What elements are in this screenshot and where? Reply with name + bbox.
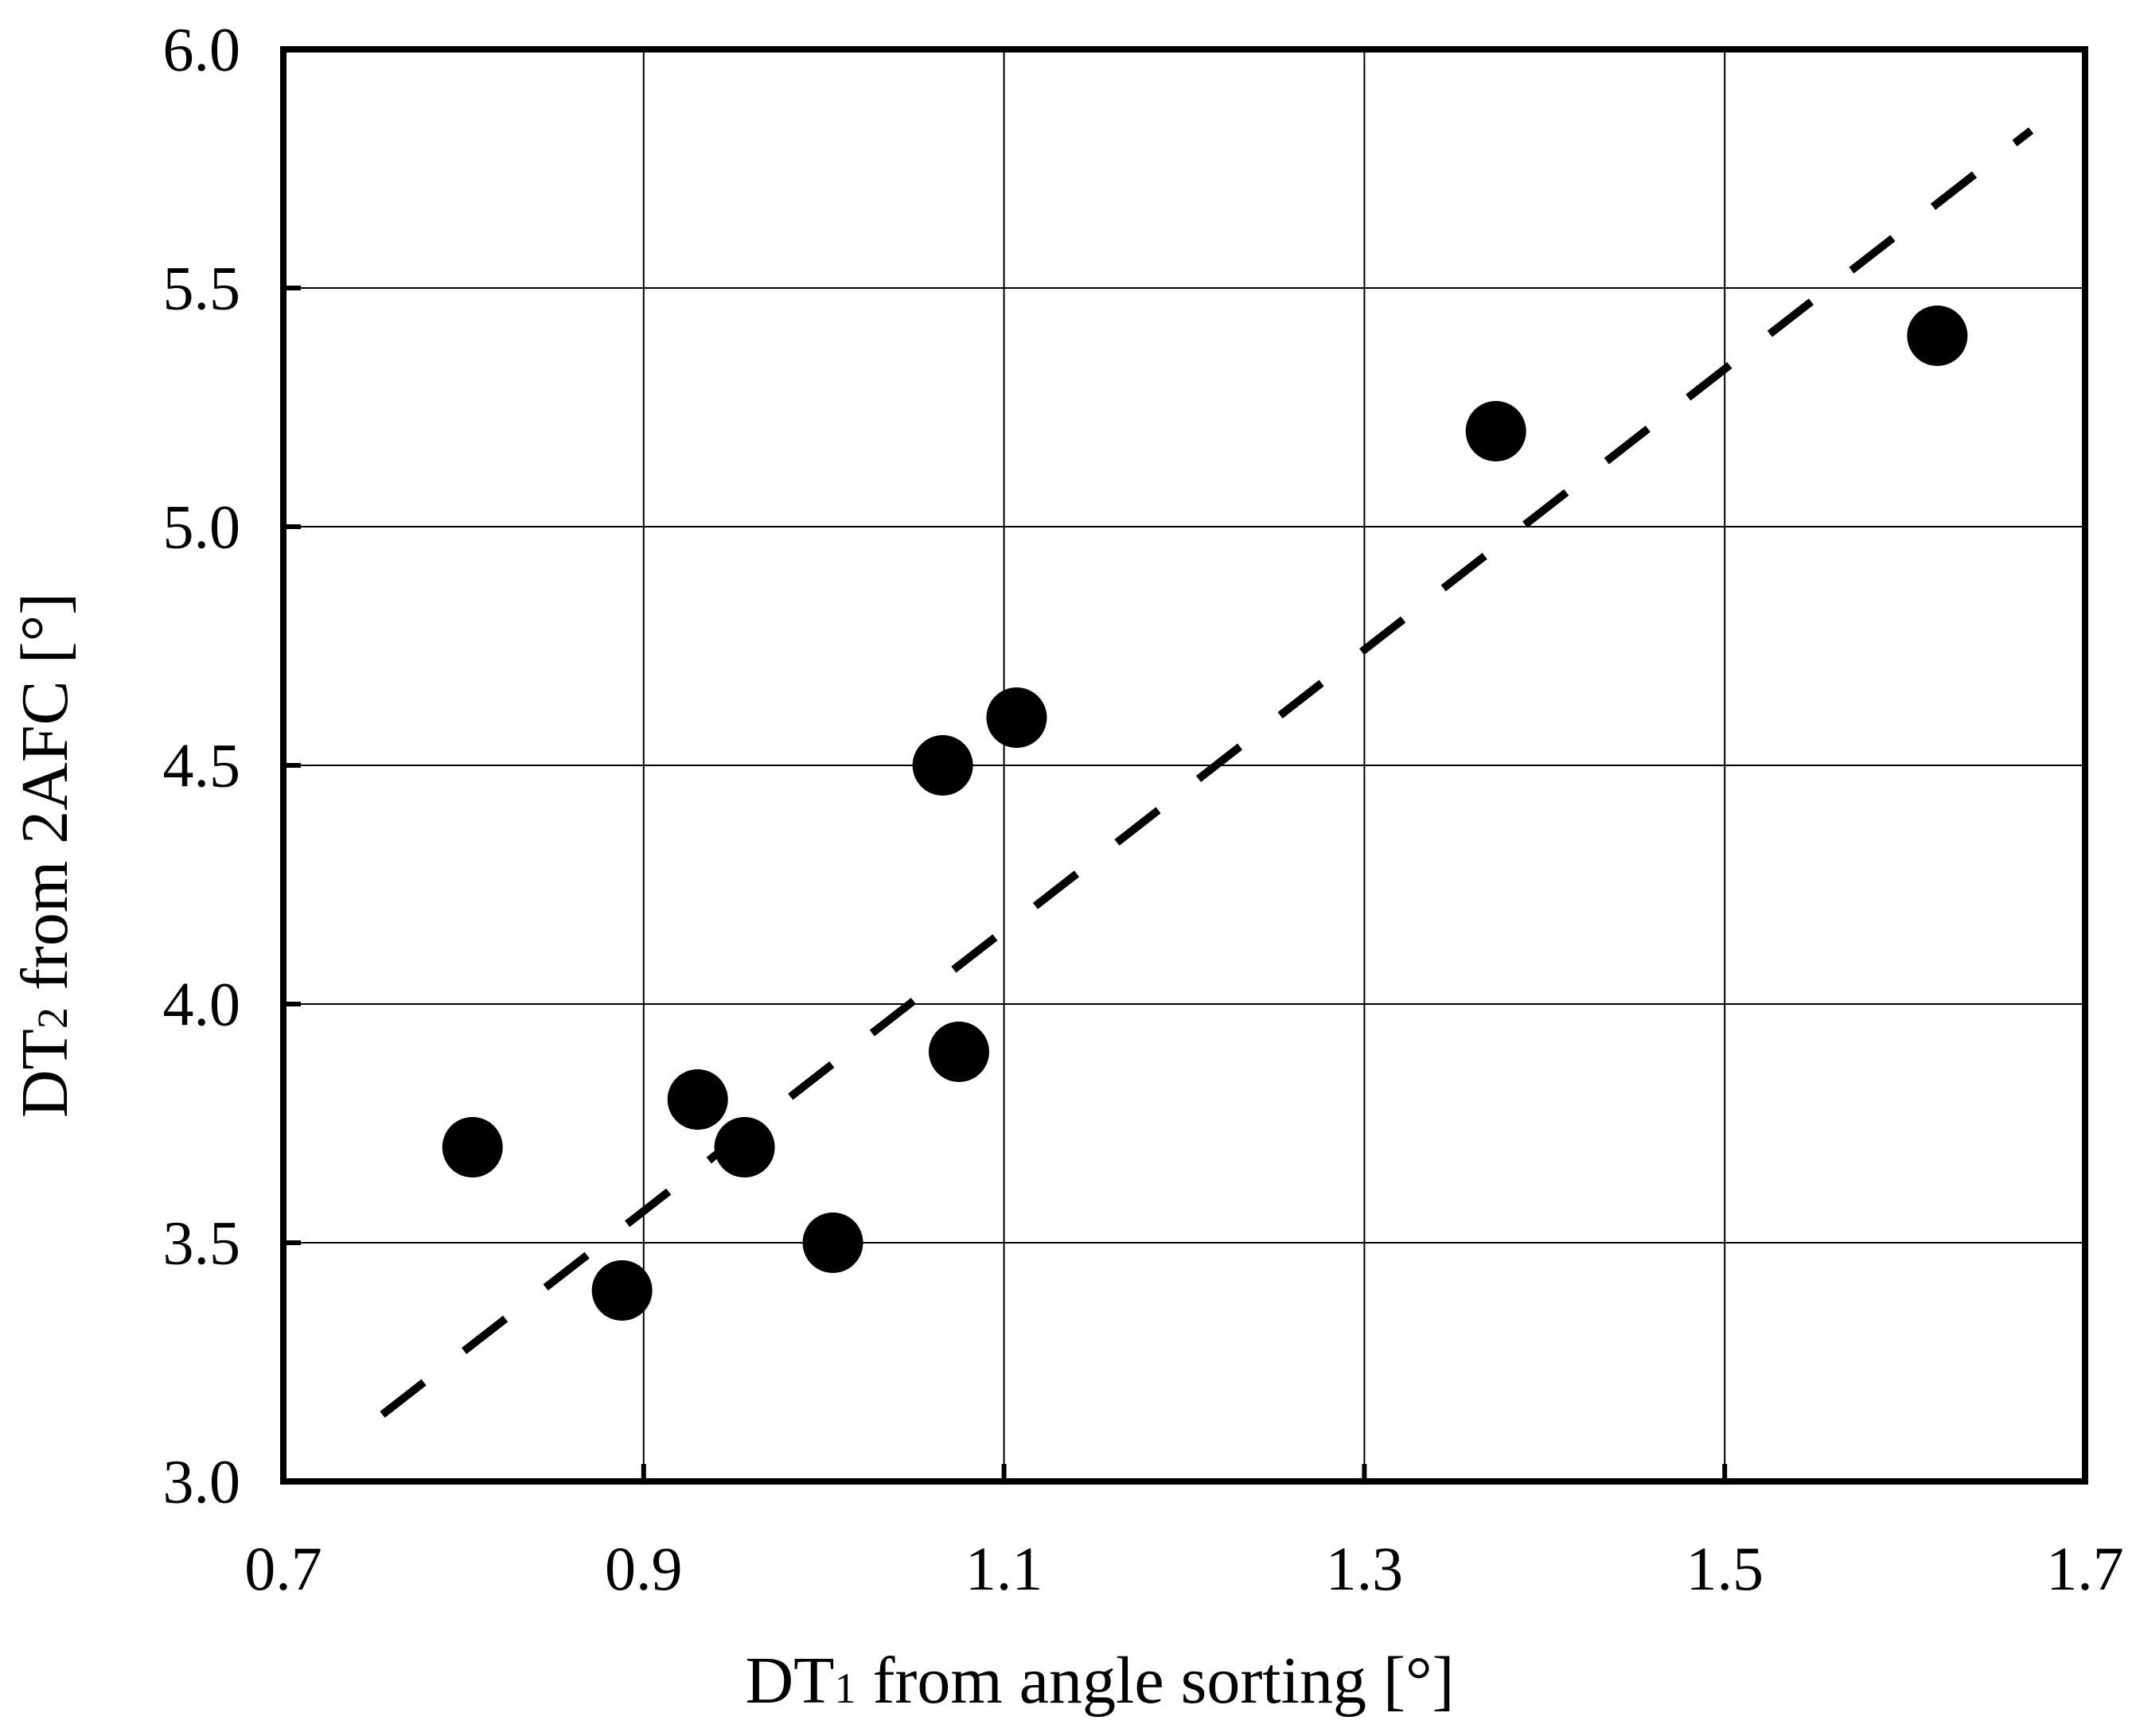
grid-lines <box>283 49 2086 1482</box>
y-tick-label: 5.5 <box>163 254 241 323</box>
data-point <box>442 1117 503 1177</box>
x-tick-label: 1.5 <box>1686 1534 1764 1603</box>
x-tick-label: 0.7 <box>244 1534 322 1603</box>
x-axis-title-prefix: DT <box>745 1644 834 1718</box>
fit-line <box>380 127 2034 1418</box>
y-tick-label: 6.0 <box>163 15 241 84</box>
x-tick-label: 1.3 <box>1326 1534 1404 1603</box>
data-point <box>1465 401 1526 461</box>
x-tick-label: 0.9 <box>605 1534 683 1603</box>
data-points <box>442 306 1968 1321</box>
y-axis-title-prefix: DT <box>8 1029 82 1118</box>
y-tick-label: 4.5 <box>163 731 241 800</box>
axis-ticks: 0.7 0.9 1.1 1.3 1.5 1.7 3.0 3.5 4.0 4.5 5.0 5.5 6.0 <box>163 15 2124 1604</box>
x-axis-title-suffix: from angle sorting [°] <box>856 1644 1454 1718</box>
y-axis-title: DT2 from 2AFC [°] <box>8 593 82 1118</box>
y-tick-label: 3.0 <box>163 1447 241 1516</box>
y-tick-label: 3.5 <box>163 1209 241 1278</box>
y-tick-label: 5.0 <box>163 492 241 562</box>
data-point <box>667 1069 728 1130</box>
data-point <box>1907 306 1968 366</box>
data-point <box>912 735 973 796</box>
y-tick-label: 4.0 <box>163 970 241 1039</box>
data-point <box>802 1212 863 1273</box>
data-point <box>591 1260 653 1321</box>
data-point <box>714 1117 775 1177</box>
y-axis-title-suffix: from 2AFC [°] <box>8 593 82 1007</box>
data-point <box>986 687 1047 748</box>
x-tick-label: 1.7 <box>2046 1534 2124 1603</box>
y-axis-title-subscript: 2 <box>29 1007 76 1029</box>
data-point <box>929 1022 989 1082</box>
x-axis-title-subscript: 1 <box>834 1664 856 1712</box>
fit-line-group <box>380 127 2034 1418</box>
x-tick-label: 1.1 <box>965 1534 1043 1603</box>
x-axis-title: DT1 from angle sorting [°] <box>745 1644 1454 1718</box>
